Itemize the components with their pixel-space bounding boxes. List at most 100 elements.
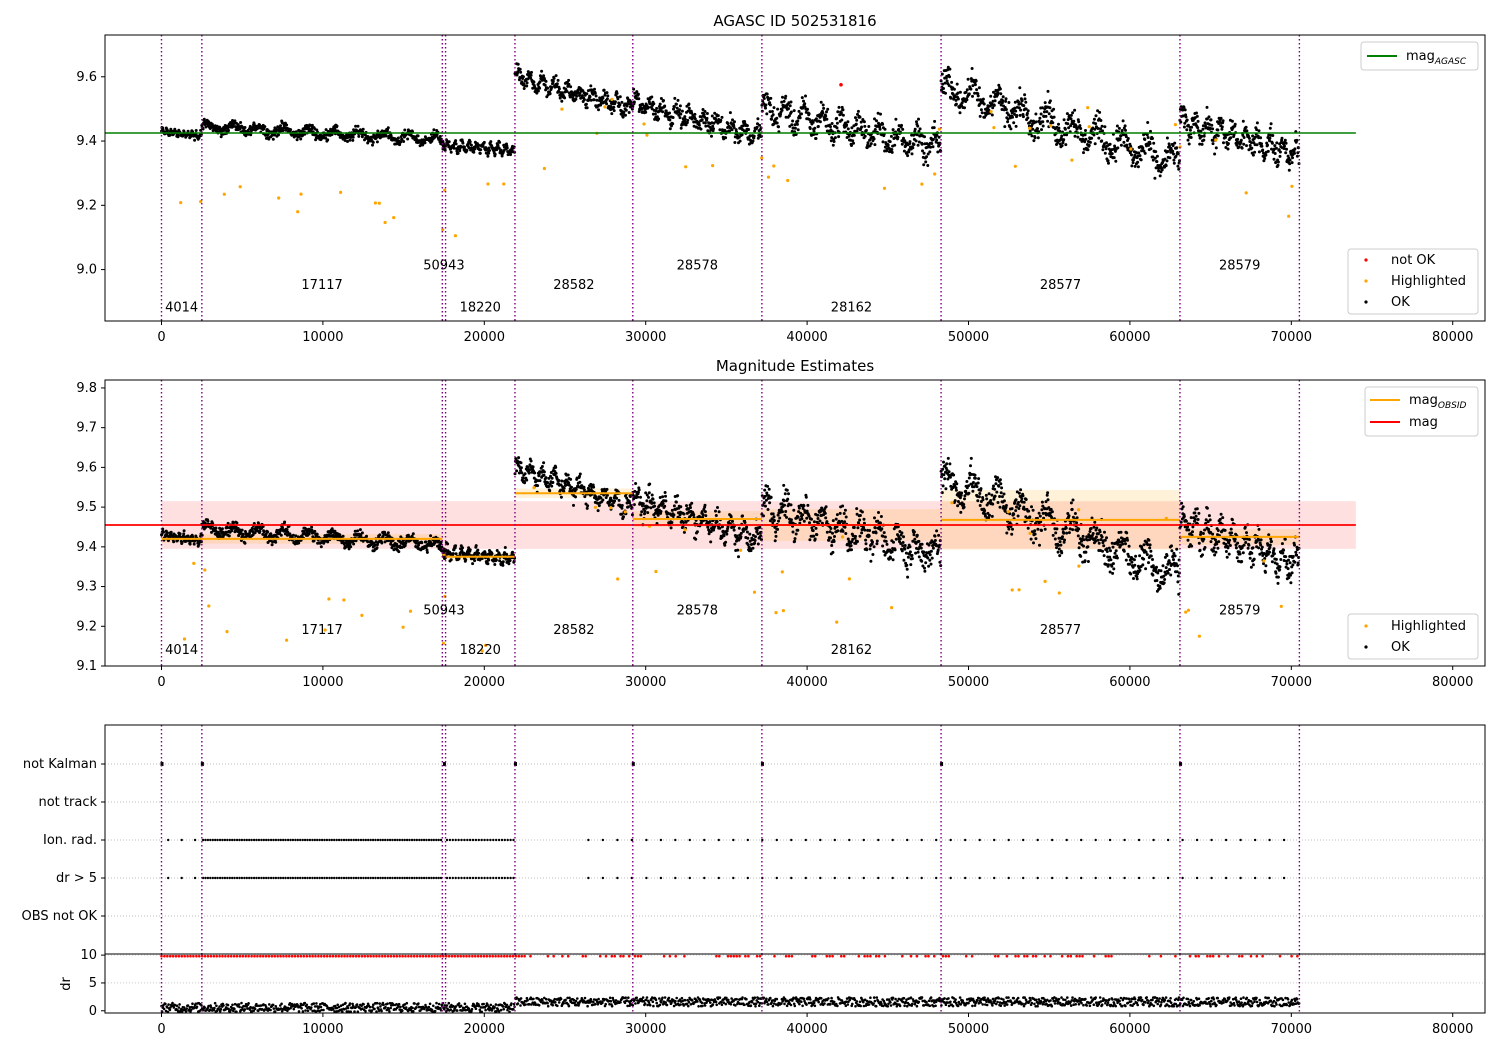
ok-point	[1090, 136, 1094, 140]
ok-point	[931, 546, 935, 550]
legend-ok-label: OK	[1391, 295, 1410, 310]
ok-point	[625, 104, 629, 108]
ok-point	[446, 542, 450, 546]
ok-point	[429, 534, 433, 538]
ok-point	[852, 526, 856, 529]
ok-point	[398, 143, 402, 147]
ok-point	[531, 465, 535, 469]
ok-point	[1009, 127, 1013, 131]
ok-point	[455, 149, 459, 153]
ok-point	[543, 83, 547, 87]
ok-point	[1195, 111, 1198, 115]
ok-point	[929, 549, 933, 553]
highlighted-point	[373, 201, 377, 205]
highlighted-point	[441, 228, 445, 232]
ok-point	[1022, 104, 1026, 108]
ok-point	[1078, 124, 1082, 128]
ok-point	[935, 138, 939, 142]
ok-point	[704, 514, 708, 518]
ok-point	[552, 76, 556, 80]
ok-point	[1088, 140, 1092, 144]
ok-point	[804, 495, 808, 499]
ok-point	[737, 555, 740, 559]
ok-point	[1154, 150, 1158, 154]
ok-point	[1143, 151, 1147, 155]
ok-point	[471, 562, 475, 566]
ok-point	[1020, 99, 1024, 103]
ok-point	[1251, 134, 1255, 138]
ok-point	[1023, 93, 1027, 97]
ok-point	[776, 527, 780, 531]
ok-point	[529, 76, 533, 80]
ok-point	[618, 95, 622, 99]
obsid-label: 18220	[460, 300, 501, 315]
ok-point	[796, 119, 800, 123]
ok-point	[885, 542, 889, 546]
ok-point	[730, 128, 734, 132]
ok-point	[468, 140, 472, 144]
ok-point	[787, 492, 790, 496]
ok-point	[925, 155, 928, 159]
ok-point	[645, 499, 649, 503]
ok-point	[551, 79, 555, 83]
ok-point	[793, 539, 797, 543]
ok-point	[1084, 129, 1087, 132]
ok-point	[540, 69, 544, 73]
highlighted-point	[603, 105, 607, 109]
ok-point	[636, 495, 640, 499]
ok-point	[584, 102, 588, 106]
ok-point	[1139, 158, 1143, 162]
ok-point	[694, 537, 698, 541]
ok-point	[791, 119, 795, 123]
ok-point	[162, 530, 165, 534]
ok-point	[520, 80, 524, 84]
ok-point	[703, 110, 707, 113]
ok-point	[655, 106, 659, 110]
ok-point	[740, 133, 744, 137]
ok-point	[640, 510, 644, 514]
ok-point	[1268, 136, 1272, 140]
ok-point	[913, 537, 917, 541]
ok-point	[605, 91, 609, 95]
ok-point	[1226, 147, 1230, 151]
ok-point	[1103, 151, 1107, 155]
highlighted-point	[1087, 125, 1091, 129]
ok-point	[639, 495, 642, 499]
ok-point	[585, 92, 589, 96]
highlighted-point	[623, 510, 627, 514]
ok-point	[1121, 119, 1125, 123]
ok-point	[235, 521, 239, 525]
ok-point	[1026, 116, 1030, 120]
ok-point	[981, 97, 985, 101]
ok-point	[1155, 160, 1159, 164]
ok-point	[933, 539, 937, 542]
ok-point	[753, 539, 757, 542]
ok-point	[653, 504, 657, 508]
ok-point	[351, 135, 355, 139]
ok-point	[945, 79, 949, 83]
ok-point	[1060, 144, 1064, 148]
ok-point	[1290, 161, 1294, 165]
ok-point	[889, 556, 893, 560]
ok-point	[1274, 146, 1278, 150]
ok-point	[1216, 134, 1220, 138]
highlighted-point	[296, 210, 300, 214]
ok-point	[775, 121, 779, 125]
ok-point	[871, 553, 875, 556]
ok-point	[668, 111, 671, 115]
ok-point	[481, 144, 485, 148]
ok-point	[358, 528, 362, 532]
ok-point	[711, 124, 715, 128]
ok-point	[523, 472, 527, 476]
ok-point	[831, 550, 835, 554]
ok-point	[566, 473, 570, 477]
ok-point	[1044, 114, 1048, 118]
ok-point	[920, 559, 924, 563]
agasc-panel-axes: 0 10000 20000 30000 40000 50000 60000 70000 8000…	[76, 70, 1473, 345]
ok-point	[746, 536, 750, 540]
ok-point	[1057, 126, 1061, 130]
ok-point	[928, 553, 932, 557]
highlighted-point	[847, 577, 852, 581]
ok-point	[521, 75, 525, 79]
ok-point	[789, 100, 793, 104]
